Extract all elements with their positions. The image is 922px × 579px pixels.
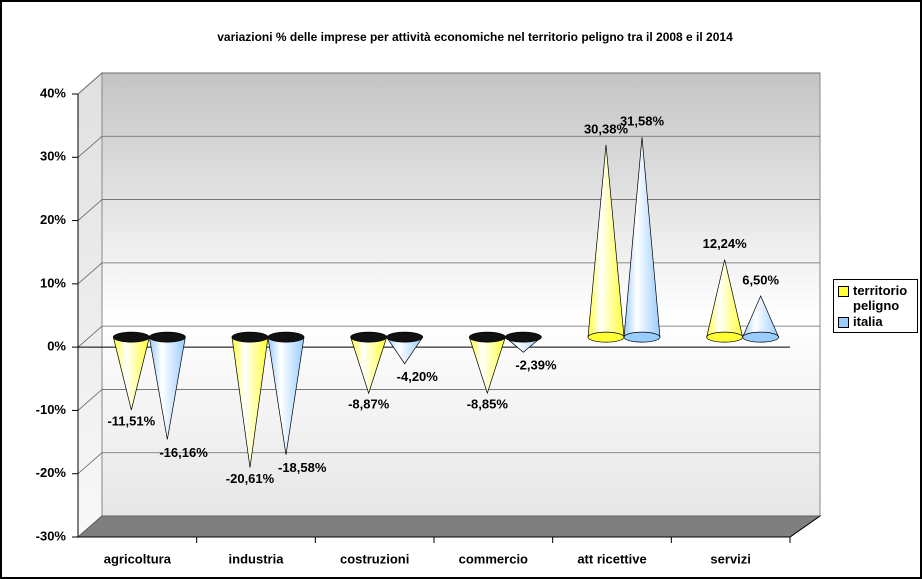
value-label: -4,20%	[397, 369, 439, 384]
cone-base	[267, 331, 305, 343]
grid-line	[77, 325, 103, 348]
value-label: -11,51%	[107, 413, 155, 428]
cone-base	[504, 331, 542, 343]
y-tick-label: 20%	[40, 212, 66, 227]
grid-line	[77, 389, 103, 411]
cone-base	[386, 331, 424, 343]
cone-base	[623, 331, 661, 343]
value-label: -8,85%	[467, 397, 509, 412]
x-tick-label: commercio	[459, 551, 528, 566]
x-axis	[789, 515, 821, 538]
floor	[76, 515, 822, 538]
side-wall	[77, 71, 103, 539]
cone-base	[231, 331, 269, 343]
cone-base	[112, 331, 150, 343]
cone-base	[468, 331, 506, 343]
y-tick-label: -10%	[36, 402, 67, 417]
grid-line	[77, 72, 103, 95]
grid-line	[77, 515, 103, 538]
value-label: -20,61%	[226, 471, 275, 486]
plot-area: -30% -20% -10% 0% 10% 20% 30% 40% agricoltura ind…	[36, 71, 822, 566]
legend-swatch	[838, 286, 849, 297]
x-tick-label: industria	[229, 551, 285, 566]
x-tick-label: att ricettive	[577, 551, 646, 566]
legend-swatch	[838, 317, 849, 328]
grid-line	[77, 262, 103, 285]
y-tick-label: -20%	[36, 465, 67, 480]
back-wall	[101, 72, 821, 517]
y-tick-label: -30%	[36, 528, 67, 543]
legend-item: territorio peligno	[838, 283, 913, 313]
cone-base	[350, 331, 388, 343]
value-label: -2,39%	[515, 358, 557, 373]
legend-label: italia	[853, 314, 883, 329]
grid-line	[77, 452, 103, 475]
y-tick-label: 0%	[47, 339, 66, 354]
value-label: -16,16%	[159, 445, 208, 460]
legend-item: italia	[838, 314, 913, 329]
x-tick-label: agricoltura	[104, 551, 172, 566]
chart-title: variazioni % delle imprese per attività …	[217, 30, 733, 44]
grid-line	[77, 135, 103, 158]
value-label: 31,58%	[620, 114, 665, 129]
cone-base	[742, 331, 780, 343]
cone-base	[148, 331, 186, 343]
value-label: 6,50%	[742, 272, 779, 287]
grid-line	[77, 199, 103, 221]
legend-label: territorio peligno	[853, 283, 908, 313]
value-label: 12,24%	[703, 236, 748, 251]
y-tick-label: 40%	[40, 85, 66, 100]
value-label: 30,38%	[584, 121, 629, 136]
legend: territorio peligno italia	[833, 279, 918, 333]
x-tick-label: servizi	[710, 551, 750, 566]
y-tick-label: 30%	[40, 149, 66, 164]
x-tick-label: costruzioni	[340, 551, 409, 566]
cone-base	[706, 331, 744, 343]
y-tick-label: 10%	[40, 275, 66, 290]
cone-base	[587, 331, 625, 343]
value-label: -18,58%	[278, 460, 327, 475]
value-label: -8,87%	[348, 397, 390, 412]
